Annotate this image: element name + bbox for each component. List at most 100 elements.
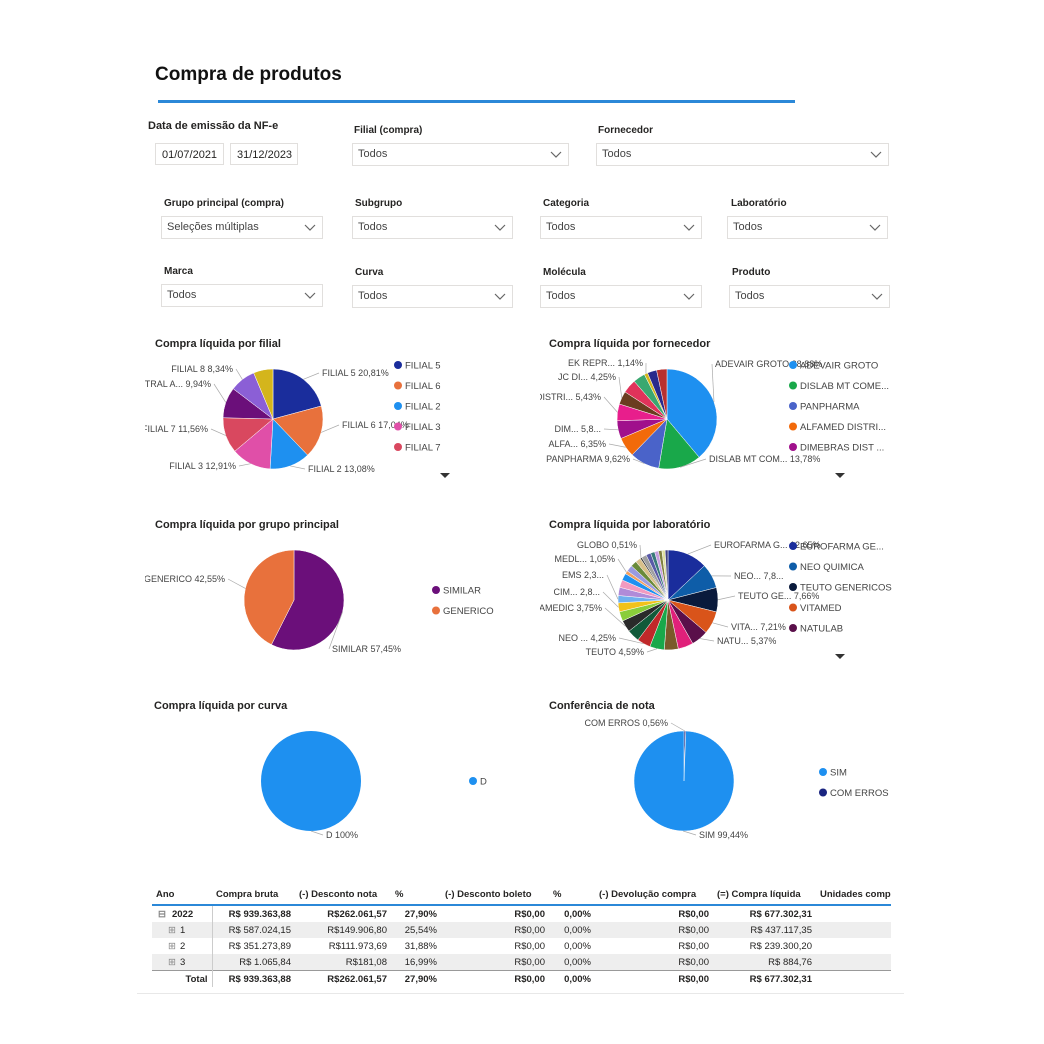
- pie-chart-filial: FILIAL 5 20,81% FILIAL 6 17,04% FILIAL 2 1…: [145, 361, 450, 478]
- legend-item-dislab-mt-come[interactable]: DISLAB MT COME...: [800, 381, 889, 392]
- molecula-filter-label: Molécula: [543, 267, 586, 278]
- data-label-teuto: TEUTO 4,59%: [586, 647, 644, 657]
- legend-item-panpharma[interactable]: PANPHARMA: [800, 402, 860, 413]
- pie-slice-filial-5[interactable]: [272, 368, 322, 420]
- legend-item-sim[interactable]: SIM: [830, 768, 847, 779]
- pie-slice-d[interactable]: [261, 731, 361, 831]
- fornecedor-dropdown[interactable]: Todos: [596, 143, 889, 166]
- pie-chart-curva: D 100% D: [261, 731, 487, 840]
- legend-item-filial-3[interactable]: FILIAL 3: [405, 422, 441, 433]
- legend-scroll-down-icon[interactable]: [440, 473, 450, 478]
- column-header-pct-5[interactable]: %: [549, 884, 595, 906]
- legend-item-d[interactable]: D: [480, 777, 487, 788]
- laboratorio-dropdown[interactable]: Todos: [727, 216, 888, 239]
- column-header-devolu-o-compra[interactable]: (-) Devolução compra: [595, 884, 713, 906]
- table-cell: R$ 239.300,20: [749, 940, 812, 952]
- filial-dropdown-value: Todos: [358, 148, 388, 160]
- table-cell: 27,90%: [404, 973, 437, 985]
- data-label-filial-8: FILIAL 8 8,34%: [171, 364, 233, 374]
- column-header-desconto-nota[interactable]: (-) Desconto nota: [295, 884, 391, 906]
- collapse-icon[interactable]: ⊟: [158, 908, 166, 920]
- data-label-filial-5: FILIAL 5 20,81%: [322, 368, 389, 378]
- column-header-ano[interactable]: Ano: [152, 884, 212, 906]
- table-bottom-border: [137, 993, 904, 994]
- table-row[interactable]: ⊟ 2022 R$ 939.363,88 R$262.061,57 27,90% R$0,…: [152, 905, 891, 922]
- categoria-filter-label: Categoria: [543, 198, 590, 209]
- legend-item-neo-quimica[interactable]: NEO QUIMICA: [800, 562, 865, 573]
- leader-line: [290, 465, 306, 470]
- column-header-compra-l-quida[interactable]: (=) Compra líquida: [713, 884, 816, 906]
- expand-icon[interactable]: ⊞: [168, 940, 176, 952]
- legend-item-filial-6[interactable]: FILIAL 6: [405, 381, 441, 392]
- chevron-down-icon: [304, 292, 316, 299]
- legend-item-similar[interactable]: SIMILAR: [443, 586, 481, 597]
- pie-chart-laboratorio: EUROFARMA G... 12,65% NEO... 7,8... TEUTO …: [540, 540, 892, 659]
- pie-slice-other4[interactable]: [656, 368, 668, 420]
- legend-item-filial-7[interactable]: FILIAL 7: [405, 443, 441, 454]
- leader-line: [632, 458, 645, 464]
- column-header-compra-bruta[interactable]: Compra bruta: [212, 884, 295, 906]
- column-header-pct-3[interactable]: %: [391, 884, 441, 906]
- table-cell: 86480: [816, 922, 891, 938]
- legend-item-filial-5[interactable]: FILIAL 5: [405, 361, 441, 372]
- produto-dropdown[interactable]: Todos: [729, 285, 890, 308]
- curva-dropdown[interactable]: Todos: [352, 285, 513, 308]
- legend-item-com-erros[interactable]: COM ERROS: [830, 788, 889, 799]
- table-cell: R$ 351.273,89: [228, 940, 291, 952]
- table-cell: R$ 884,76: [768, 956, 812, 968]
- expand-icon[interactable]: ⊞: [168, 956, 176, 968]
- legend-marker-natulab: [789, 624, 797, 632]
- column-header-unidades-compradas[interactable]: Unidades compradas: [816, 884, 891, 906]
- legend-item-vitamed[interactable]: VITAMED: [800, 603, 842, 614]
- subgrupo-dropdown-value: Todos: [358, 221, 388, 233]
- leader-line: [603, 396, 618, 413]
- table-total-row[interactable]: Total R$ 939.363,88 R$262.061,57 27,90% R$0,…: [152, 970, 891, 988]
- table-cell: 0,00%: [564, 956, 591, 968]
- table-cell: R$0,00: [678, 940, 709, 952]
- legend-scroll-down-icon[interactable]: [835, 654, 845, 659]
- leader-line: [646, 648, 658, 653]
- table-cell: R$0,00: [514, 956, 545, 968]
- expand-icon[interactable]: ⊞: [168, 924, 176, 936]
- legend-item-filial-2[interactable]: FILIAL 2: [405, 402, 441, 413]
- molecula-dropdown[interactable]: Todos: [540, 285, 702, 308]
- legend-item-teuto-genericos[interactable]: TEUTO GENERICOS: [800, 583, 892, 594]
- table-cell: R$0,00: [678, 924, 709, 936]
- chart-title-filial: Compra líquida por filial: [155, 338, 281, 350]
- legend-marker-eurofarma-ge: [789, 542, 797, 550]
- leader-line: [680, 458, 707, 468]
- table-cell: 35496: [816, 938, 891, 954]
- pie-slice-x17[interactable]: [664, 549, 669, 601]
- table-cell: 25,54%: [404, 924, 437, 936]
- table-cell: 122090: [816, 971, 891, 988]
- chevron-down-icon: [871, 293, 883, 300]
- pie-slice-other[interactable]: [253, 368, 274, 420]
- pie-slice-adevair-groto[interactable]: [666, 368, 718, 458]
- subgrupo-dropdown[interactable]: Todos: [352, 216, 513, 239]
- categoria-dropdown[interactable]: Todos: [540, 216, 702, 239]
- column-header-desconto-boleto[interactable]: (-) Desconto boleto: [441, 884, 549, 906]
- leader-line: [310, 830, 324, 836]
- chart-title-grupo: Compra líquida por grupo principal: [155, 519, 339, 531]
- marca-dropdown[interactable]: Todos: [161, 284, 323, 307]
- legend-item-alfamed-distri[interactable]: ALFAMED DISTRI...: [800, 422, 886, 433]
- start-date-input[interactable]: 01/07/2021: [155, 143, 224, 165]
- legend-scroll-down-icon[interactable]: [835, 473, 845, 478]
- legend-item-adevair-groto[interactable]: ADEVAIR GROTO: [800, 361, 878, 372]
- table-row[interactable]: ⊞ 1 R$ 587.024,15 R$149.906,80 25,54% R$0,00 0…: [152, 922, 891, 938]
- pie-chart-conferencia: COM ERROS 0,56% SIM 99,44% SIM COM ERROS: [584, 718, 889, 840]
- filial-dropdown[interactable]: Todos: [352, 143, 569, 166]
- pie-slice-generico[interactable]: [243, 549, 295, 645]
- legend-item-dimebras-dist[interactable]: DIMEBRAS DIST ...: [800, 443, 884, 454]
- legend-item-eurofarma-ge[interactable]: EUROFARMA GE...: [800, 542, 884, 553]
- legend-item-natulab[interactable]: NATULAB: [800, 624, 843, 635]
- chart-title-conferencia: Conferência de nota: [549, 700, 655, 712]
- grupo-dropdown[interactable]: Seleções múltiplas: [161, 216, 323, 239]
- pie-slice-sim[interactable]: [633, 730, 735, 832]
- table-row[interactable]: ⊞ 2 R$ 351.273,89 R$111.973,69 31,88% R$0,00 0…: [152, 938, 891, 954]
- legend-item-generico[interactable]: GENERICO: [443, 606, 494, 617]
- end-date-input[interactable]: 31/12/2023: [230, 143, 298, 165]
- pie-slice-filial-6[interactable]: [272, 405, 324, 456]
- data-label-panpharma: PANPHARMA 9,62%: [546, 454, 630, 464]
- table-row[interactable]: ⊞ 3 R$ 1.065,84 R$181,08 16,99% R$0,00 0,00% R$…: [152, 954, 891, 971]
